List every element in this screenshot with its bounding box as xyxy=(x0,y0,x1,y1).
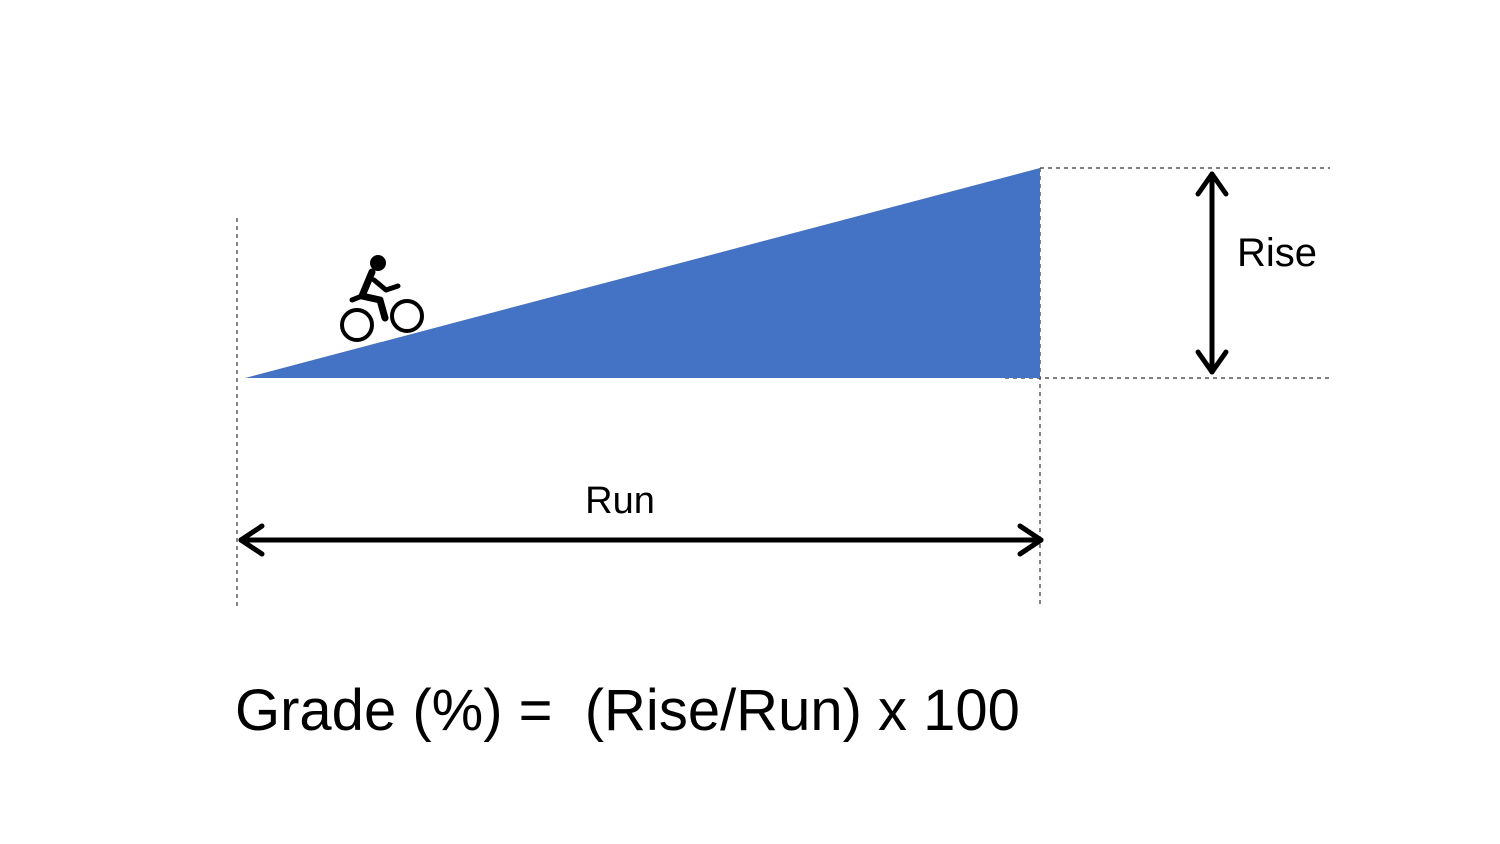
run-label: Run xyxy=(585,480,655,522)
slope-triangle xyxy=(245,168,1040,378)
formula: Grade (%) = (Rise/Run) x 100 xyxy=(235,678,1020,743)
rise-label: Rise xyxy=(1237,231,1317,275)
cyclist-icon xyxy=(340,255,424,342)
rise-arrow xyxy=(1195,171,1229,375)
run-arrow xyxy=(238,523,1044,557)
